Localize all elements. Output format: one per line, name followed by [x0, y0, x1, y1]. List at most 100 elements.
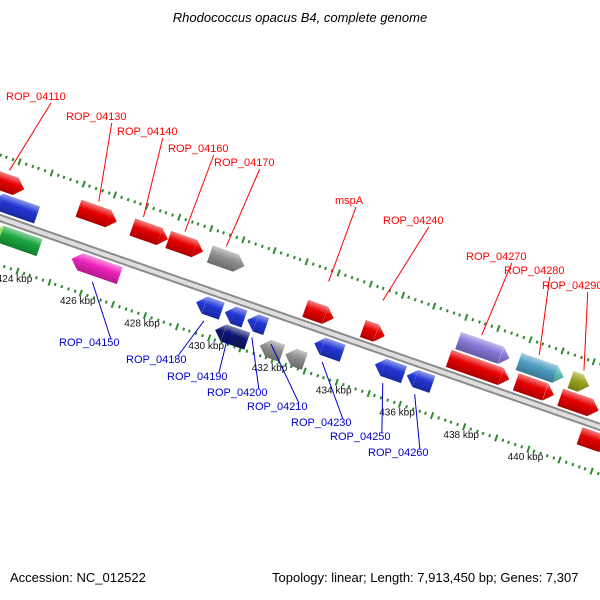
ruler-minor-tick [373, 393, 377, 397]
ruler-minor-tick [94, 186, 98, 190]
ruler-minor-tick [388, 288, 392, 293]
ruler-minor-tick [197, 221, 200, 226]
ruler-minor-tick [316, 373, 319, 377]
ruler-minor-tick [360, 388, 364, 393]
ruler-major-tick [430, 411, 435, 419]
ruler-minor-tick [414, 297, 417, 301]
ruler-minor-tick [328, 377, 332, 382]
ruler-label: 430 kbp [188, 340, 224, 352]
ruler-major-tick [334, 378, 339, 386]
ruler-minor-tick [24, 161, 28, 166]
ruler-minor-tick [567, 350, 571, 355]
gene-label[interactable]: ROP_04230 [291, 417, 352, 429]
ruler-minor-tick [394, 290, 398, 295]
gene-label[interactable]: mspA [335, 195, 364, 207]
ruler-minor-tick [407, 295, 411, 299]
ruler-minor-tick [471, 317, 475, 321]
ruler-major-tick [528, 335, 533, 343]
gene-label[interactable]: ROP_04210 [247, 401, 308, 413]
ruler-minor-tick [43, 168, 47, 172]
leader-line [184, 154, 215, 232]
ruler-minor-tick [267, 246, 271, 250]
ruler-minor-tick [577, 464, 581, 469]
ruler-minor-tick [203, 224, 207, 228]
ruler-minor-tick [152, 206, 156, 210]
gene-label[interactable]: ROP_04140 [117, 126, 178, 138]
gene-arrow[interactable] [75, 199, 120, 230]
ruler-minor-tick [420, 299, 424, 304]
ruler-minor-tick [552, 455, 556, 460]
gene-label[interactable]: ROP_04260 [368, 447, 429, 459]
ruler-minor-tick [228, 232, 232, 237]
ruler-minor-tick [507, 440, 511, 444]
ruler-minor-tick [311, 261, 315, 266]
gene-arrow[interactable] [129, 218, 171, 248]
ruler-minor-tick [458, 312, 462, 317]
ruler-minor-tick [169, 322, 173, 326]
ruler-major-tick [368, 279, 373, 288]
ruler-minor-tick [488, 433, 492, 437]
ruler-minor-tick [565, 460, 568, 464]
gene-arrow[interactable] [257, 337, 286, 362]
ruler-minor-tick [5, 155, 9, 159]
gene-label[interactable]: ROP_04180 [126, 354, 187, 366]
ruler-label: 426 kbp [60, 296, 96, 308]
ruler-major-tick [17, 157, 22, 165]
gene-label[interactable]: ROP_04150 [59, 337, 120, 349]
ruler-major-tick [336, 268, 342, 277]
gene-label[interactable]: ROP_04110 [6, 91, 66, 103]
ruler-minor-tick [56, 172, 60, 177]
ruler-major-tick [15, 267, 20, 275]
ruler-major-tick [49, 168, 54, 177]
ruler-minor-tick [118, 304, 122, 308]
ruler-minor-tick [450, 420, 453, 424]
genome-summary-text: Topology: linear; Length: 7,913,450 bp; … [272, 570, 579, 585]
gene-label[interactable]: ROP_04270 [466, 251, 527, 263]
gene-label[interactable]: ROP_04170 [214, 157, 275, 169]
accession-text: Accession: NC_012522 [10, 570, 146, 585]
gene-label[interactable]: ROP_04160 [168, 143, 229, 155]
gene-label[interactable]: ROP_04200 [207, 387, 268, 399]
ruler-minor-tick [260, 244, 264, 248]
ruler-minor-tick [484, 321, 488, 326]
ruler-label: 428 kbp [124, 318, 160, 330]
gene-arrow[interactable] [206, 245, 247, 274]
ruler-minor-tick [69, 177, 73, 181]
ruler-minor-tick [513, 442, 517, 446]
page-title: Rhodococcus opacus B4, complete genome [172, 10, 428, 25]
ruler-minor-tick [322, 375, 326, 380]
ruler-minor-tick [248, 239, 251, 244]
ruler-label: 434 kbp [315, 385, 352, 397]
ruler-minor-tick [580, 355, 583, 359]
gene-label[interactable]: ROP_04190 [167, 371, 228, 383]
ruler-minor-tick [343, 272, 347, 277]
ruler-minor-tick [426, 301, 430, 306]
gene-arrow-body [129, 218, 163, 245]
gene-label[interactable]: ROP_04130 [66, 111, 127, 123]
ruler-major-tick [272, 246, 278, 254]
gene-label[interactable]: ROP_04250 [330, 431, 391, 443]
gene-label[interactable]: ROP_04290 [542, 280, 600, 292]
gene-arrow[interactable] [576, 427, 600, 455]
gene-arrow-body [206, 245, 239, 272]
ruler-minor-tick [363, 279, 366, 284]
ruler-minor-tick [252, 351, 256, 355]
ruler-minor-tick [331, 268, 334, 273]
ruler-minor-tick [379, 395, 383, 400]
ruler-minor-tick [392, 400, 396, 404]
ruler-minor-tick [130, 308, 134, 313]
ruler-major-tick [174, 322, 180, 330]
gene-arrow[interactable] [164, 230, 206, 260]
ruler-major-tick [47, 278, 52, 286]
ruler-label: 424 kbp [0, 274, 33, 286]
ruler-label: 432 kbp [251, 363, 288, 375]
gene-arrow-body [576, 427, 600, 453]
ruler-minor-tick [41, 277, 45, 282]
gene-label[interactable]: ROP_04240 [383, 215, 444, 227]
ruler-major-tick [113, 191, 118, 199]
ruler-minor-tick [216, 228, 220, 232]
ruler-minor-tick [105, 300, 109, 304]
gene-label[interactable]: ROP_04280 [504, 265, 565, 277]
ruler-minor-tick [382, 286, 386, 290]
ruler-label: 436 kbp [379, 407, 416, 419]
